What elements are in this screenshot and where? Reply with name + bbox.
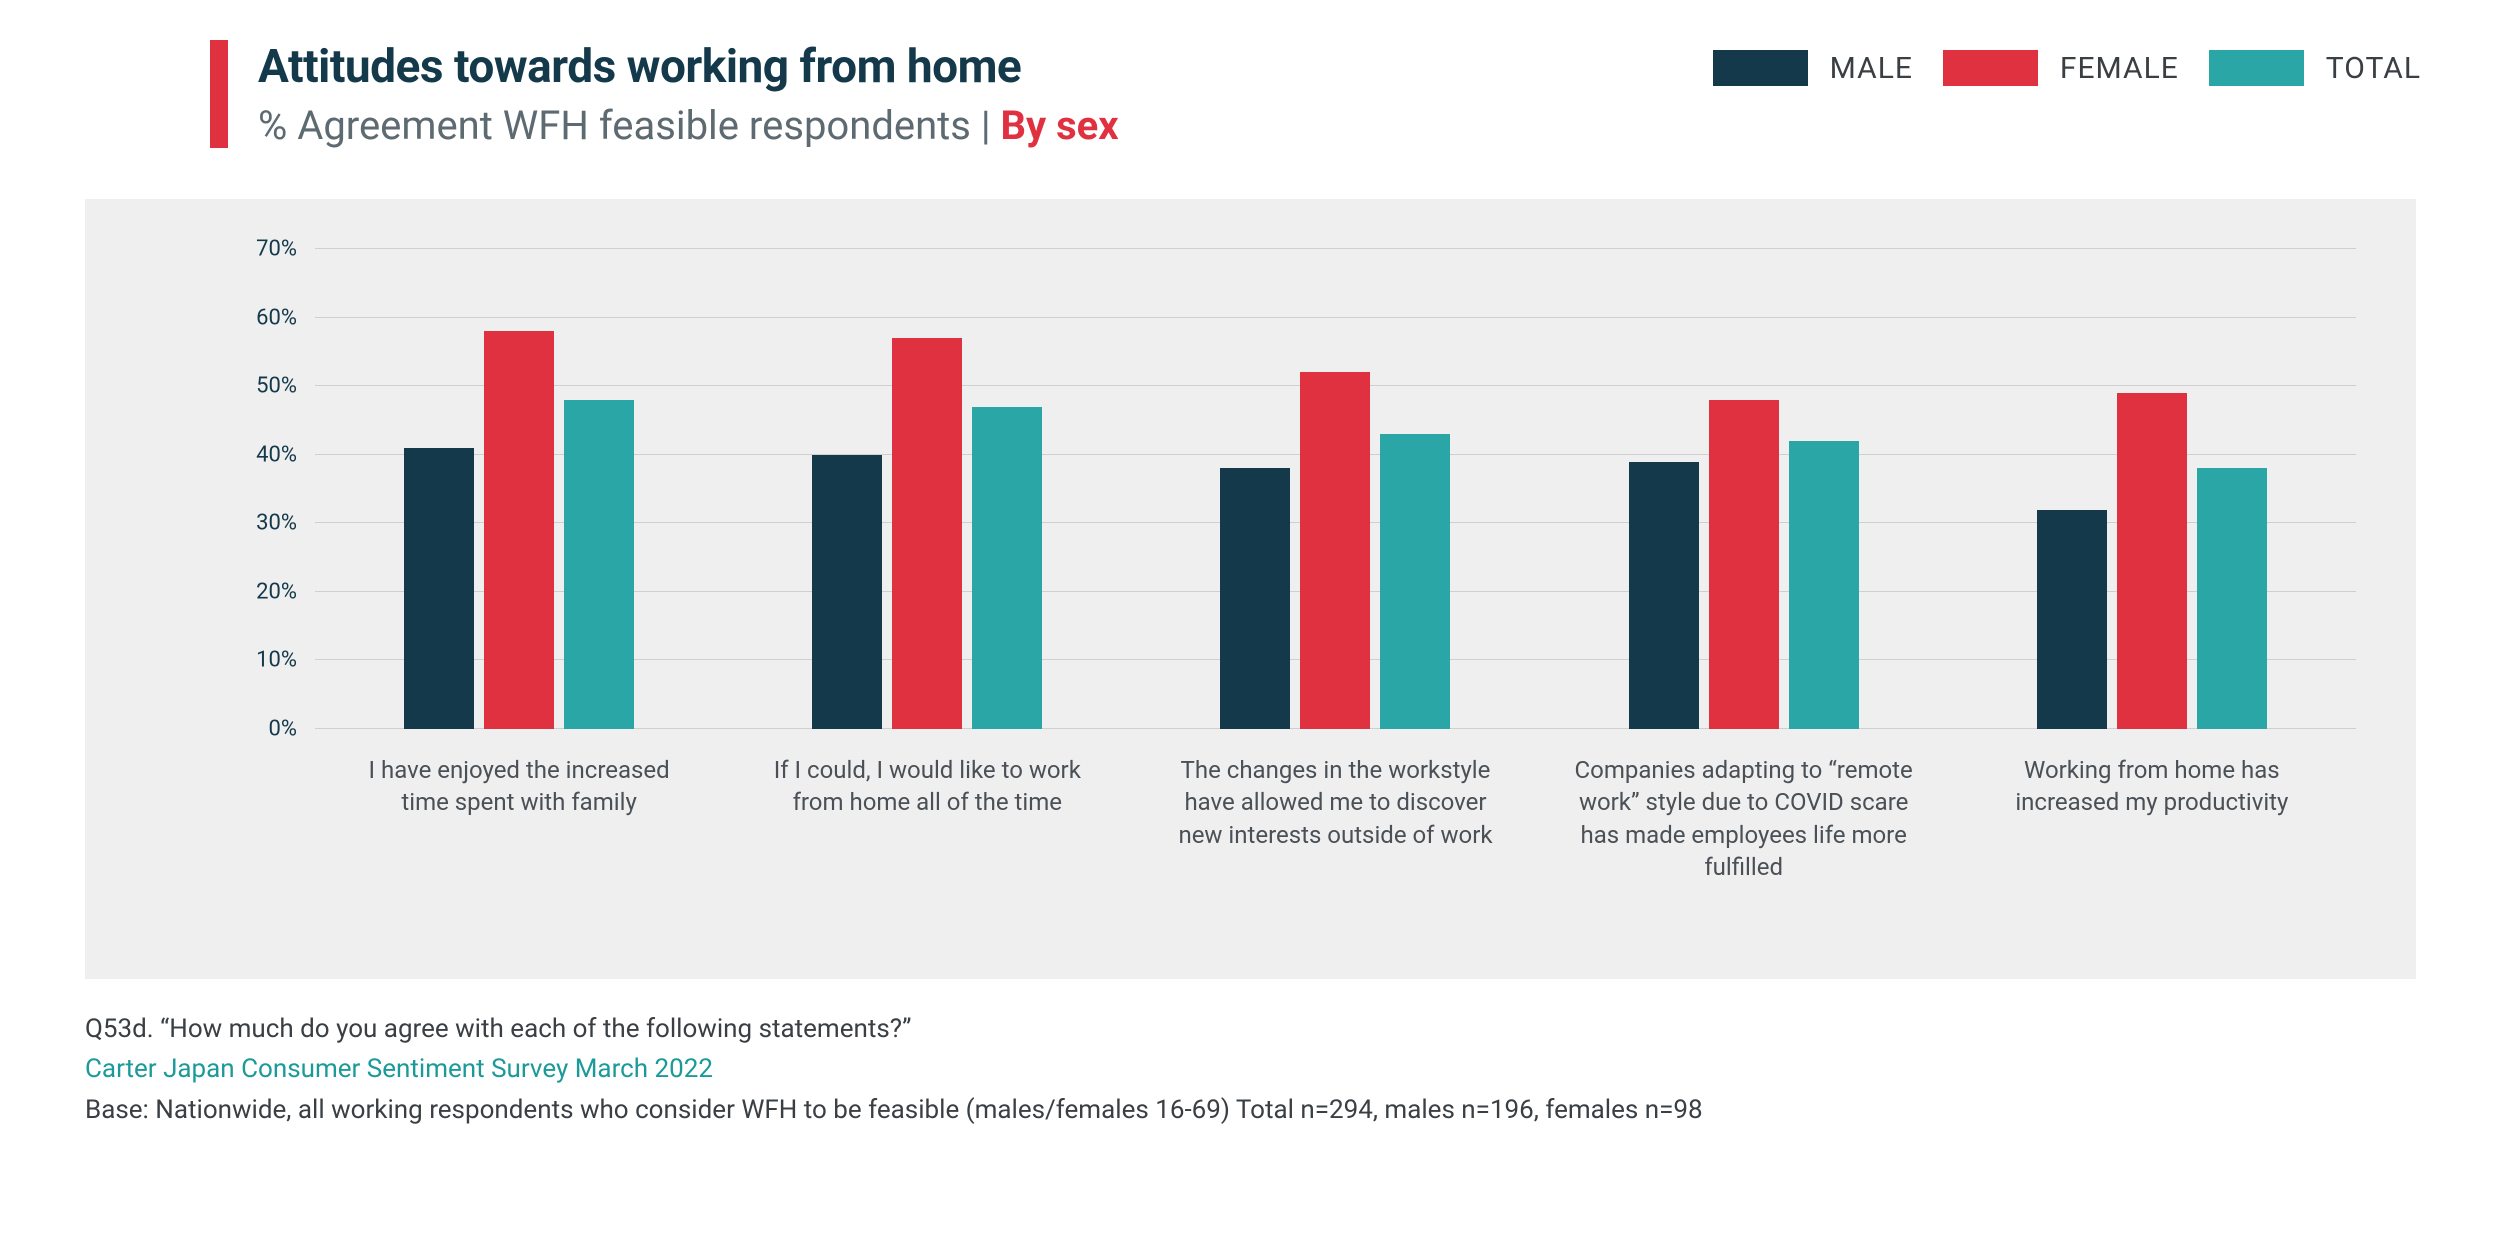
bar-total [972,407,1042,729]
bar-total [564,400,634,729]
legend: MALE FEMALE TOTAL [1713,40,2421,86]
legend-swatch-male [1713,50,1808,86]
y-tick-label: 70% [256,237,315,262]
x-axis-label: I have enjoyed the increased time spent … [335,754,702,884]
bar-male [1629,462,1699,729]
bar-male [812,455,882,729]
bar-male [404,448,474,729]
header: Attitudes towards working from home % Ag… [0,0,2501,179]
y-tick-label: 20% [256,579,315,604]
footer: Q53d. “How much do you agree with each o… [0,979,2501,1130]
bar-male [2037,510,2107,729]
bar-total [1380,434,1450,729]
subtitle-prefix: % Agreement WFH feasible respondents | [258,102,1001,149]
legend-item-female: FEMALE [1943,50,2179,86]
y-tick-label: 0% [269,717,315,742]
x-axis-label: If I could, I would like to work from ho… [744,754,1111,884]
x-axis-labels: I have enjoyed the increased time spent … [315,729,2356,884]
y-tick-label: 40% [256,442,315,467]
title-block: Attitudes towards working from home % Ag… [210,40,1119,149]
legend-item-total: TOTAL [2209,50,2421,86]
legend-label-female: FEMALE [2060,51,2179,86]
bar-female [1300,372,1370,729]
bar-female [2117,393,2187,729]
title-accent-bar [210,40,228,148]
footer-question: Q53d. “How much do you agree with each o… [85,1009,2416,1049]
y-tick-label: 30% [256,511,315,536]
subtitle-highlight: By sex [1001,102,1119,149]
bar-female [484,331,554,729]
bar-group [744,249,1111,729]
bar-group [335,249,702,729]
legend-label-total: TOTAL [2326,51,2421,86]
y-tick-label: 50% [256,374,315,399]
y-tick-label: 60% [256,305,315,330]
x-axis-label: The changes in the workstyle have allowe… [1152,754,1519,884]
bar-group [1968,249,2335,729]
footer-base: Base: Nationwide, all working respondent… [85,1090,2416,1130]
bar-group [1152,249,1519,729]
y-tick-label: 10% [256,648,315,673]
bar-total [2197,468,2267,729]
bar-male [1220,468,1290,729]
legend-label-male: MALE [1830,51,1913,86]
chart-panel: 0%10%20%30%40%50%60%70% I have enjoyed t… [85,199,2416,979]
bar-total [1789,441,1859,729]
legend-item-male: MALE [1713,50,1913,86]
x-axis-label: Working from home has increased my produ… [1968,754,2335,884]
legend-swatch-total [2209,50,2304,86]
chart-title: Attitudes towards working from home [258,40,1119,94]
chart-subtitle: % Agreement WFH feasible respondents | B… [258,102,1119,149]
plot-area: 0%10%20%30%40%50%60%70% [315,249,2356,729]
footer-source: Carter Japan Consumer Sentiment Survey M… [85,1049,2416,1089]
legend-swatch-female [1943,50,2038,86]
bar-female [892,338,962,729]
bar-group [1560,249,1927,729]
x-axis-label: Companies adapting to “remote work” styl… [1560,754,1927,884]
titles: Attitudes towards working from home % Ag… [258,40,1119,149]
bar-groups [315,249,2356,729]
bar-female [1709,400,1779,729]
